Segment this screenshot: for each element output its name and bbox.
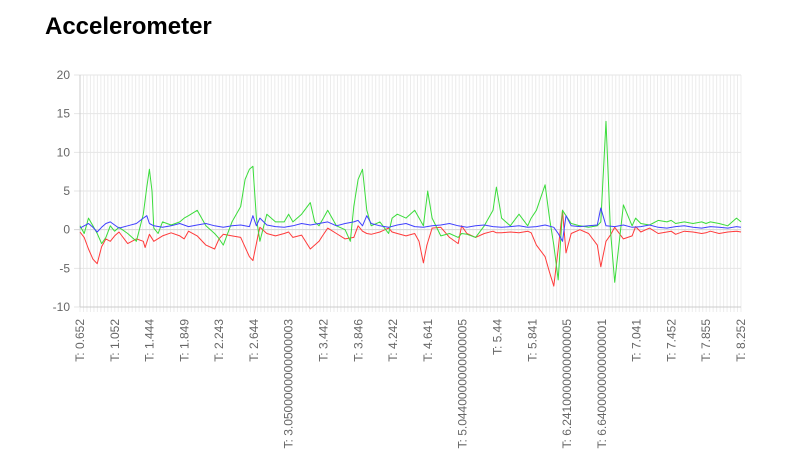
- y-tick-label: 15: [57, 107, 71, 121]
- x-tick-label: T: 7.452: [664, 319, 678, 362]
- series-line-x: [79, 209, 742, 287]
- x-tick-label: T: 8.252: [734, 319, 748, 362]
- x-tick-label: T: 3.442: [317, 319, 331, 362]
- series-line-y: [79, 120, 742, 283]
- y-tick-label: 10: [57, 145, 71, 159]
- y-tick-label: -10: [53, 300, 71, 314]
- x-axis: T: 0.652 T: 1.052 T: 1.444 T: 1.849 T: 2.243…: [73, 306, 748, 449]
- x-tick-label: T: 2.243: [212, 319, 226, 362]
- chart-series: [79, 120, 742, 287]
- chart-grid: [74, 74, 742, 312]
- x-tick-label: T: 4.242: [386, 319, 400, 362]
- y-tick-label: 0: [63, 223, 70, 237]
- x-tick-label: T: 7.041: [630, 319, 644, 362]
- y-tick-label: 20: [57, 68, 71, 82]
- x-tick-label: T: 1.052: [108, 319, 122, 362]
- x-tick-label: T: 6.6400000000000001: [595, 319, 609, 449]
- y-tick-label: 5: [63, 184, 70, 198]
- x-tick-label: T: 5.0440000000000005: [456, 319, 470, 449]
- y-tick-label: -5: [59, 261, 70, 275]
- x-tick-label: T: 6.2410000000000005: [560, 319, 574, 449]
- x-tick-label: T: 5.44: [490, 319, 504, 355]
- x-tick-label: T: 3.0500000000000003: [282, 319, 296, 449]
- x-tick-label: T: 5.841: [525, 319, 539, 362]
- page-title: Accelerometer: [45, 13, 212, 40]
- x-tick-label: T: 3.846: [351, 319, 365, 362]
- series-line-z: [79, 207, 742, 242]
- x-tick-label: T: 1.444: [143, 319, 157, 362]
- x-tick-label: T: 7.855: [699, 319, 713, 362]
- y-axis: 20 15 10 5 0 -5 -10: [53, 68, 81, 314]
- x-tick-label: T: 1.849: [177, 319, 191, 362]
- x-tick-label: T: 4.641: [421, 319, 435, 362]
- x-tick-label: T: 0.652: [73, 319, 87, 362]
- x-tick-label: T: 2.644: [247, 319, 261, 362]
